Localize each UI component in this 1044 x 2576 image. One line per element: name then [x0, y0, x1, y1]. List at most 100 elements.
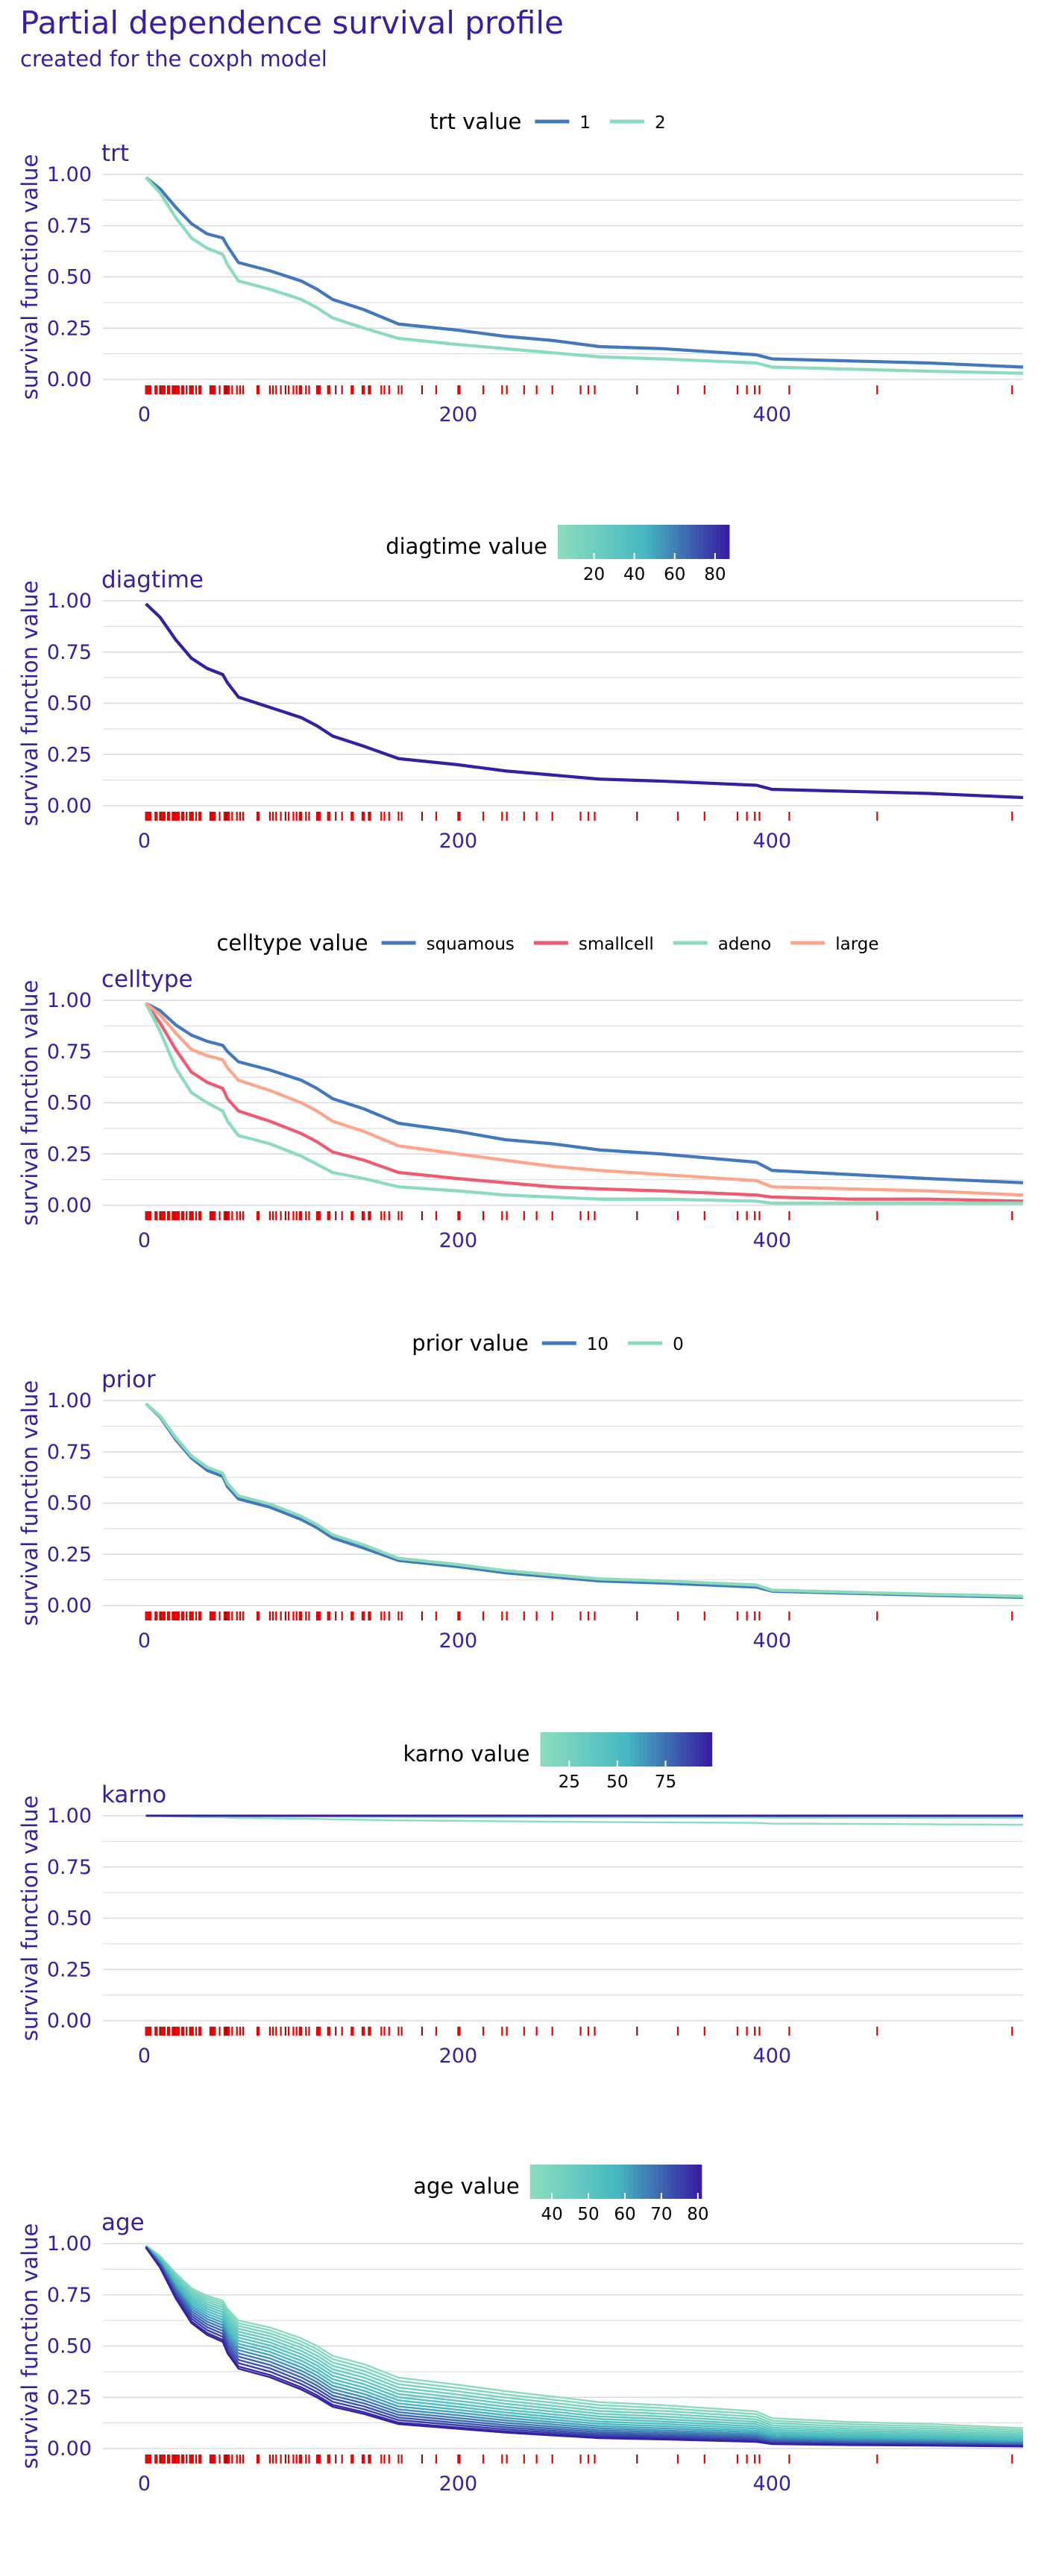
y-tick-label: 0.25: [47, 743, 92, 766]
legend-tick-label: 40: [541, 2205, 562, 2224]
legend-gradient-step: [624, 2165, 629, 2199]
y-tick-label: 1.00: [47, 989, 92, 1012]
x-tick-label: 400: [753, 2472, 792, 2496]
y-tick-label: 1.00: [47, 590, 92, 613]
legend-gradient-step: [600, 525, 606, 559]
series-line-age-64: [145, 2246, 1024, 2444]
y-tick-label: 0.75: [47, 1441, 92, 1464]
legend-title: prior value: [412, 1330, 528, 1356]
y-tick-label: 0.25: [47, 1143, 92, 1166]
legend-gradient-step: [667, 2165, 673, 2199]
series-line-0: [145, 1402, 1024, 1598]
legend-gradient-step: [677, 1732, 682, 1767]
panel-label: trt: [101, 140, 129, 167]
legend-gradient-step: [652, 525, 657, 559]
legend-gradient-step: [556, 2165, 561, 2199]
legend-gradient-step: [711, 525, 717, 559]
legend-gradient-step: [579, 525, 584, 559]
x-tick-label: 400: [753, 1629, 792, 1652]
legend-tick-label: 40: [623, 565, 645, 584]
legend-tick-label: 80: [704, 565, 726, 584]
y-axis-label: survival function value: [17, 1380, 43, 1626]
legend-gradient-step: [652, 1732, 657, 1767]
x-tick-label: 0: [138, 2472, 151, 2496]
series-line-adeno: [144, 1003, 1023, 1205]
legend-gradient-step: [562, 1732, 567, 1767]
legend-gradient-step: [547, 2165, 553, 2199]
legend-gradient-step: [690, 1732, 696, 1767]
y-axis-label: survival function value: [17, 1796, 43, 2042]
legend-gradient-step: [630, 525, 635, 559]
series-group: [145, 602, 1024, 800]
legend-gradient-step: [655, 1732, 661, 1767]
legend-trt: trt value 1 2: [430, 109, 665, 134]
legend-gradient-step: [585, 2165, 591, 2199]
panel-age: age value 40 50 60 70 80 0.00 0.25 0.50 0.75 1.00s…: [17, 2165, 1024, 2496]
legend-gradient-step: [596, 1732, 601, 1767]
legend-gradient-step: [566, 525, 571, 559]
legend-gradient-step: [664, 525, 670, 559]
legend-gradient-step: [639, 525, 644, 559]
series-line-2: [145, 176, 1024, 375]
series-group: [145, 176, 1024, 375]
rug-marks: [145, 1611, 1013, 1620]
legend-gradient-step: [564, 2165, 570, 2199]
legend-gradient-step: [559, 2165, 565, 2199]
legend-gradient-step: [581, 2165, 587, 2199]
legend-gradient-step: [635, 525, 640, 559]
legend-gradient-step: [613, 1732, 618, 1767]
legend-gradient-step: [557, 525, 563, 559]
legend-gradient-step: [643, 525, 649, 559]
y-tick-label: 0.00: [47, 1594, 92, 1617]
legend-label: smallcell: [579, 935, 654, 954]
series-line-large: [145, 1002, 1024, 1197]
panel-trt: trt value 1 2 0.00 0.25 0.50 0.75 1.00survival …: [17, 109, 1024, 426]
legend-age: age value 40 50 60 70 80: [413, 2165, 708, 2224]
y-tick-label: 1.00: [47, 1805, 92, 1828]
legend-gradient-step: [696, 2165, 702, 2199]
legend-gradient-step: [613, 525, 618, 559]
series-line-10: [145, 1402, 1024, 1600]
y-tick-label: 0.25: [47, 317, 92, 340]
legend-tick-label: 25: [559, 1772, 580, 1792]
y-tick-label: 0.00: [47, 795, 92, 818]
series-line-smallcell: [144, 1002, 1024, 1203]
panel-label: age: [101, 2209, 145, 2236]
panel-label: prior: [101, 1366, 156, 1393]
legend-gradient-step: [669, 1732, 674, 1767]
legend-gradient-step: [534, 2165, 539, 2199]
legend-tick-label: 60: [664, 565, 685, 584]
y-tick-label: 0.75: [47, 215, 92, 238]
legend-title: karno value: [403, 1741, 529, 1767]
legend-title: trt value: [430, 109, 521, 134]
legend-gradient-step: [691, 525, 696, 559]
panel-label: diagtime: [101, 566, 204, 593]
legend-gradient-step: [708, 525, 713, 559]
legend-gradient-step: [604, 1732, 610, 1767]
legend-gradient-step: [676, 2165, 681, 2199]
x-tick-label: 400: [753, 403, 792, 426]
y-tick-label: 0.50: [47, 1492, 92, 1515]
legend-gradient-step: [703, 1732, 708, 1767]
legend-gradient-step: [682, 1732, 687, 1767]
series-line-age-76: [145, 2247, 1024, 2447]
series-group: [145, 1402, 1024, 1600]
legend-gradient-step: [574, 1732, 579, 1767]
series-line-age-67: [145, 2246, 1024, 2445]
y-tick-label: 0.50: [47, 1092, 92, 1115]
panel-celltype: celltype value squamous smallcell adeno larg…: [17, 930, 1024, 1252]
legend-label: 0: [673, 1335, 684, 1354]
series-line-karno-10: [145, 1815, 1024, 1826]
x-tick-label: 200: [439, 1629, 478, 1652]
legend-gradient-step: [626, 1732, 631, 1767]
legend-gradient-step: [682, 525, 687, 559]
series-line-age-58: [145, 2246, 1024, 2443]
legend-label: adeno: [718, 935, 772, 954]
series-line-age-61: [145, 2246, 1024, 2443]
legend-tick-label: 75: [655, 1772, 676, 1792]
legend-gradient-step: [542, 2165, 548, 2199]
legend-gradient-step: [720, 525, 726, 559]
legend-label: 2: [655, 113, 666, 133]
y-tick-label: 0.75: [47, 2284, 92, 2307]
